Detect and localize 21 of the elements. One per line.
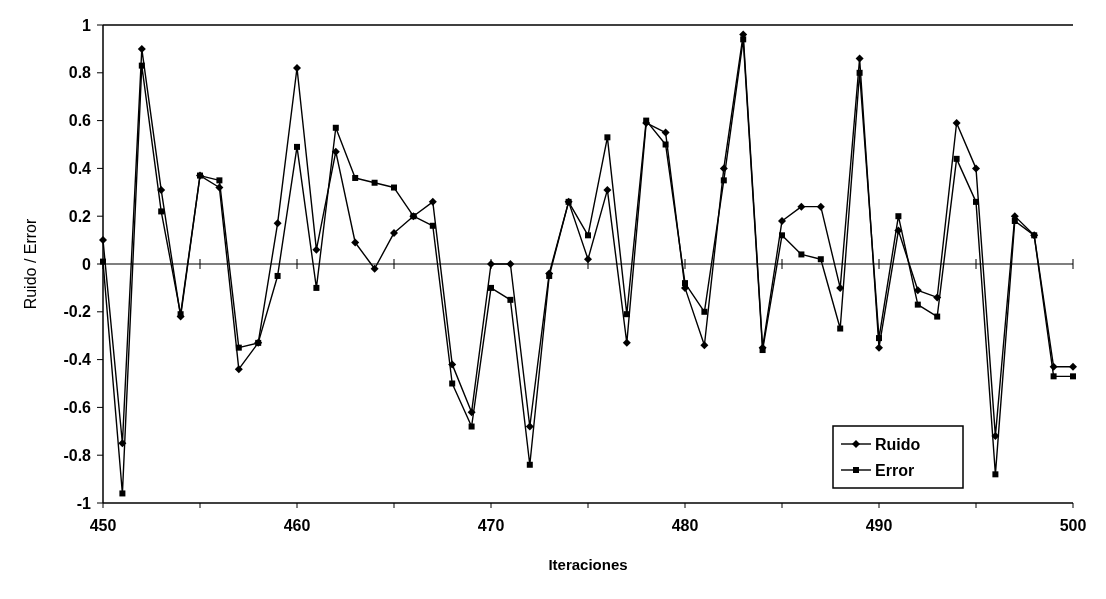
y-tick-label: 0.2 [68, 207, 92, 225]
y-tick-label: -0.4 [63, 351, 92, 369]
y-tick-label: 1 [82, 16, 92, 34]
y-tick-label: -0.6 [63, 399, 92, 416]
y-tick-label: -0.2 [63, 303, 92, 321]
x-tick-label: 460 [283, 517, 311, 534]
x-tick-label: 490 [865, 517, 893, 534]
y-tick-label: 0.8 [68, 64, 92, 82]
y-tick-label: 0.6 [68, 112, 92, 130]
y-tick-label: -0.8 [63, 446, 92, 464]
y-tick-label: 0.4 [68, 160, 92, 177]
x-tick-label: 480 [671, 517, 699, 534]
x-tick-label: 470 [477, 517, 505, 534]
x-axis-title: Iteraciones [548, 556, 628, 573]
y-axis-title: Ruido / Error [22, 217, 39, 310]
legend-label: Error [875, 461, 915, 479]
x-tick-label: 500 [1059, 517, 1087, 534]
y-tick-label: 0 [82, 255, 92, 273]
legend-label: Ruido [875, 435, 921, 453]
x-tick-label: 450 [89, 517, 117, 534]
y-tick-label: -1 [76, 494, 92, 512]
